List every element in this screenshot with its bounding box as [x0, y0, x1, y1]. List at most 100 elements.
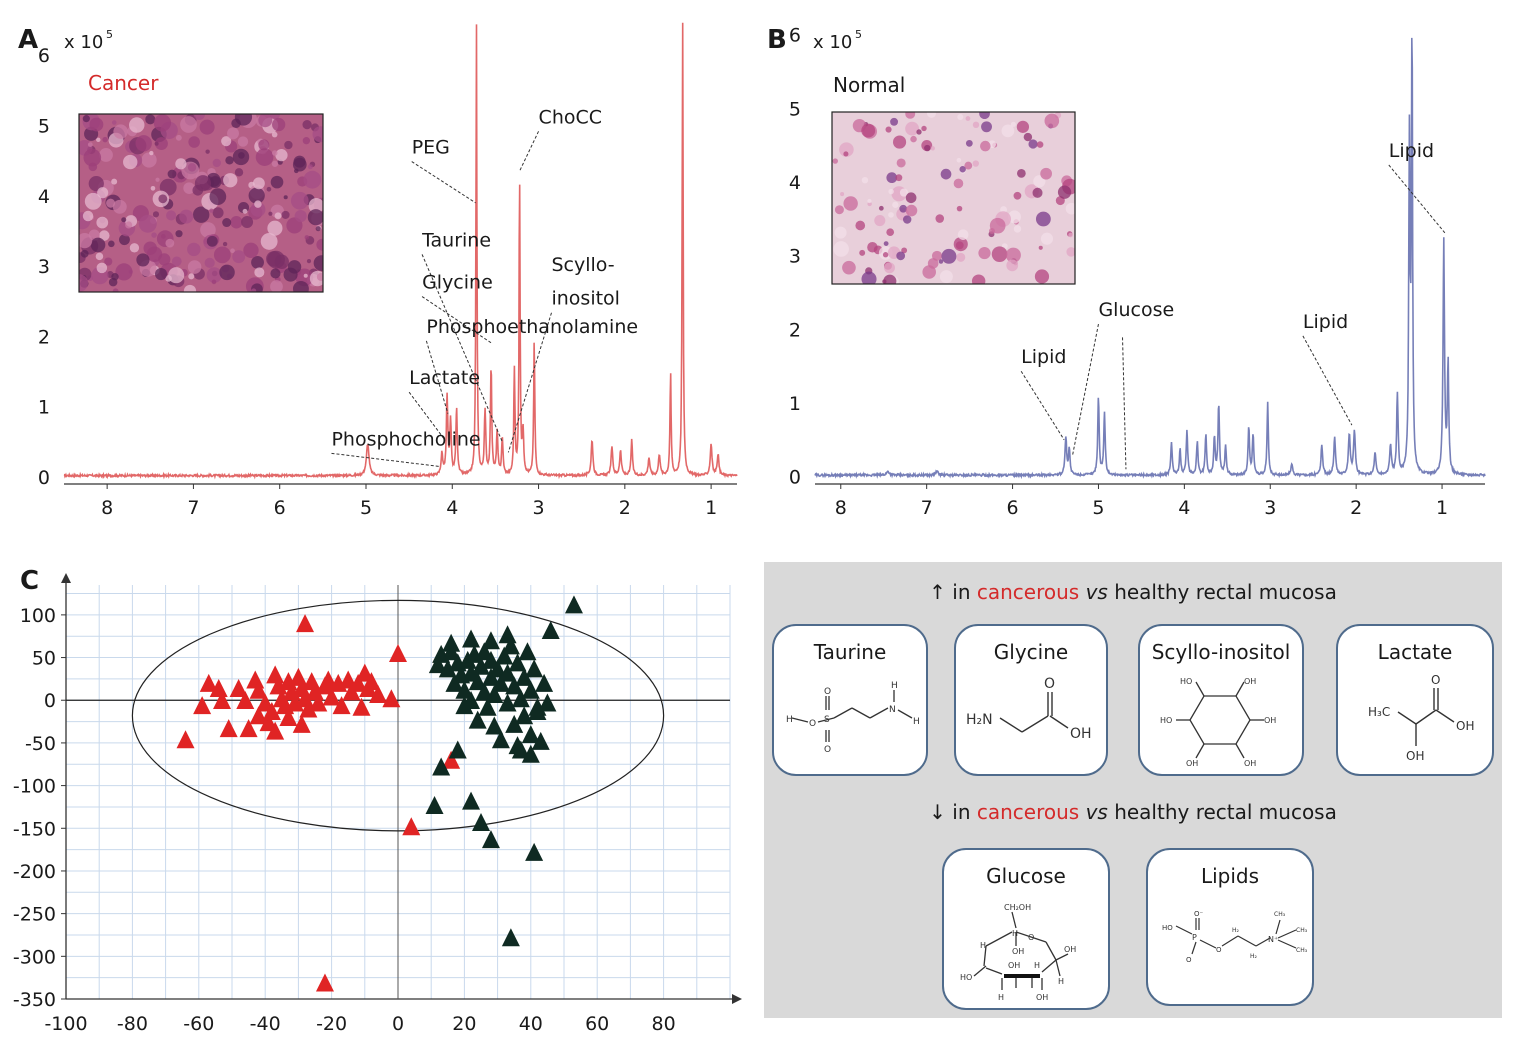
normal-sample-point: [485, 716, 504, 735]
normal-sample-point: [541, 620, 560, 639]
lipid-ch3-1: CH₃: [1274, 911, 1286, 918]
x-tick-label: 60: [585, 1013, 609, 1035]
glucose-oh-bottom: OH: [1036, 993, 1048, 1002]
x-tick-label: 40: [519, 1013, 543, 1035]
histology-cell: [254, 267, 265, 278]
annotation-leader: [519, 131, 540, 172]
cancer-sample-point: [239, 719, 258, 738]
histology-cell: [88, 175, 104, 192]
histology-cell: [1068, 232, 1073, 238]
glucose-oh-mid: OH: [1008, 961, 1020, 970]
histology-cell: [258, 114, 273, 128]
histology-cell: [1044, 113, 1060, 129]
histology-cell: [957, 229, 969, 240]
normal-sample-point: [438, 659, 457, 678]
compound-name: Glycine: [993, 640, 1069, 664]
histology-cell: [183, 182, 195, 195]
histology-cell: [1036, 141, 1044, 148]
histology-cell: [980, 140, 991, 152]
x-tick-label: 3: [533, 497, 545, 519]
histology-cell: [294, 210, 307, 223]
histology-cell: [959, 166, 966, 173]
histology-cell: [153, 114, 172, 132]
peak-annotation: Taurine: [421, 229, 491, 251]
histology-cell: [108, 240, 115, 248]
histology-cell: [227, 127, 239, 140]
peak-annotation: Lipid: [1389, 140, 1434, 162]
x-tick-label: 1: [705, 497, 717, 519]
histology-cell: [957, 114, 964, 121]
cancer-sample-point: [319, 670, 338, 689]
cancer-sample-point: [209, 678, 228, 697]
histology-cell: [307, 209, 323, 226]
lactate-o: O: [1431, 673, 1440, 687]
cancer-sample-point: [266, 665, 285, 684]
histology-cell: [155, 177, 160, 182]
histology-cell: [206, 267, 223, 283]
confidence-ellipse: [131, 599, 665, 832]
histology-cell: [895, 174, 903, 182]
glucose-h-1: H: [1012, 929, 1018, 938]
histology-cell: [115, 263, 133, 281]
histology-cell: [890, 117, 899, 126]
histology-cell: [96, 137, 101, 143]
histology-cell: [859, 249, 866, 256]
histology-cell: [878, 205, 884, 211]
cancer-sample-point: [176, 730, 195, 749]
scale-label: x 10: [813, 32, 852, 53]
histology-cell: [274, 254, 289, 269]
histology-cell: [221, 136, 232, 147]
y-tick-label: 4: [38, 186, 50, 208]
histology-cell: [145, 114, 156, 125]
normal-sample-point: [462, 791, 481, 810]
inositol-ho-2: HO: [1160, 716, 1172, 725]
y-tick-label: 5: [789, 98, 801, 120]
x-tick-label: -60: [183, 1013, 214, 1035]
scale-exponent: 5: [855, 28, 862, 41]
histology-cell: [209, 188, 227, 206]
normal-sample-point: [528, 702, 547, 721]
lipid-h2-1: H₂: [1232, 927, 1240, 934]
histology-cell: [1013, 191, 1022, 200]
histology-cell: [905, 204, 918, 217]
x-tick-label: 20: [452, 1013, 476, 1035]
inositol-oh-2: OH: [1264, 716, 1276, 725]
glucose-h-4: H: [1034, 961, 1040, 970]
histology-cell: [953, 237, 968, 252]
lipid-p: P: [1192, 933, 1197, 942]
heading-in: in: [952, 800, 971, 824]
histology-cell: [187, 242, 201, 257]
x-tick-label: 5: [360, 497, 372, 519]
y-tick-label: -50: [25, 733, 56, 755]
histology-cell: [258, 139, 270, 151]
histology-cell: [1040, 232, 1054, 245]
histology-cell: [222, 241, 228, 247]
heading-vs: vs: [1085, 800, 1108, 824]
histology-cell: [158, 194, 168, 204]
normal-sample-point: [508, 653, 527, 672]
normal-sample-point: [535, 673, 554, 692]
histology-cell: [260, 232, 278, 250]
normal-sample-point: [505, 676, 524, 695]
taurine-h-right: H: [913, 717, 920, 727]
histology-cell: [910, 135, 917, 143]
cancer-sample-point: [229, 678, 248, 697]
up-arrow-icon: ↑: [929, 580, 946, 604]
cancer-sample-point: [349, 673, 368, 692]
y-tick-label: -150: [13, 818, 56, 840]
glucose-oh-ring: OH: [1012, 947, 1024, 956]
compound-name: Lactate: [1377, 640, 1453, 664]
glucose-structure-icon: CH₂OH H O OH H OH H HO OH H H OH: [960, 903, 1076, 1002]
heading-cancerous: cancerous: [976, 580, 1080, 604]
glucose-oh-right: OH: [1064, 945, 1076, 954]
histology-cell: [965, 139, 973, 147]
histology-cell: [1057, 185, 1072, 199]
histology-cell: [313, 255, 323, 271]
histology-cell: [874, 215, 886, 227]
histology-cell: [855, 220, 866, 231]
peak-annotation: Glycine: [422, 272, 493, 294]
histology-cell: [861, 123, 876, 138]
histology-cell: [165, 238, 175, 248]
histology-cell: [187, 163, 197, 172]
histology-cell: [154, 267, 168, 281]
